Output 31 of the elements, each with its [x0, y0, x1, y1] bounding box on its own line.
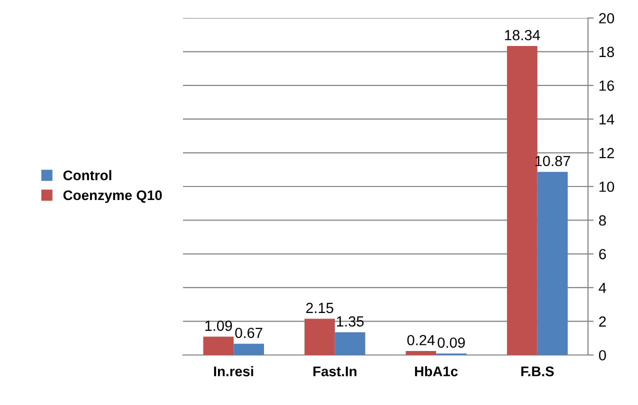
- legend-label: Coenzyme Q10: [63, 190, 162, 203]
- y-tick-label: 18: [600, 46, 614, 58]
- data-label: 0.67: [235, 328, 262, 338]
- data-label: 2.15: [306, 302, 334, 314]
- bar: [406, 350, 436, 355]
- data-label: 1.35: [336, 316, 364, 327]
- y-tick-label: 14: [600, 114, 614, 124]
- y-tick-label: 4: [598, 282, 606, 293]
- y-tick-label: 6: [599, 249, 606, 260]
- y-tick-label: 12: [600, 148, 614, 158]
- bar: [334, 332, 366, 355]
- y-tick-label: 16: [600, 80, 614, 91]
- data-label: 0.24: [407, 334, 435, 346]
- y-tick-label: 2: [599, 316, 606, 327]
- x-tick-label: Fast.In: [313, 366, 356, 376]
- x-tick-label: F.B.S: [521, 366, 554, 376]
- bar: [537, 172, 568, 355]
- bar: [203, 336, 234, 355]
- bar: [507, 46, 538, 355]
- legend-label: Control: [63, 170, 112, 180]
- y-tick-label: 8: [599, 215, 606, 226]
- bar: [304, 318, 335, 355]
- y-tick-label: 0: [598, 350, 606, 360]
- y-tick-label: 20: [599, 13, 614, 24]
- bar: [234, 344, 264, 355]
- x-tick-label: HbA1c: [415, 366, 458, 376]
- data-label: 1.09: [205, 320, 232, 331]
- y-tick-label: 10: [600, 182, 614, 192]
- data-label: 18.34: [505, 30, 540, 40]
- data-label: 0.09: [438, 337, 465, 348]
- x-tick-label: In.resi: [214, 366, 254, 376]
